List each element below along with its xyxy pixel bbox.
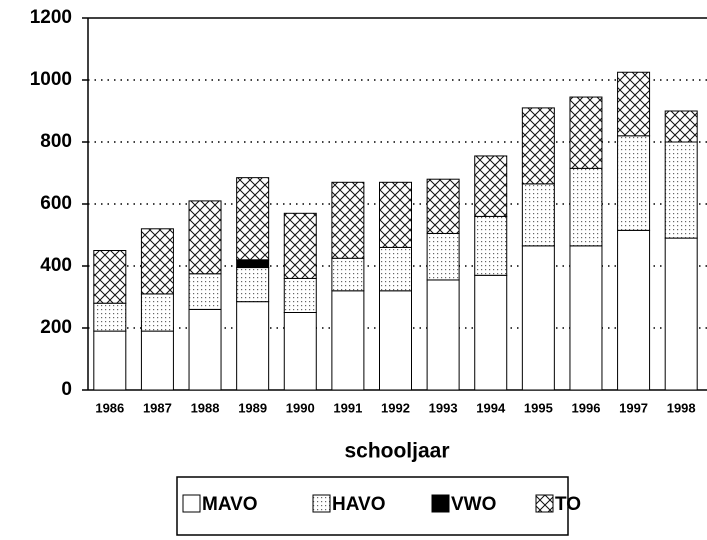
bar-segment	[283, 277, 317, 313]
bar-segment	[617, 229, 651, 391]
bar-segment	[379, 181, 412, 248]
bar-segment	[664, 141, 698, 239]
y-tick-label: 400	[40, 255, 72, 276]
y-tick-label: 1000	[30, 69, 72, 90]
x-tick-label: 1989	[238, 400, 267, 415]
bar-segment	[236, 301, 270, 391]
x-axis-label: schooljaar	[344, 440, 449, 463]
legend-swatch	[535, 494, 554, 513]
bar-segment	[521, 245, 555, 391]
bar-segment	[93, 330, 127, 391]
bar-segment	[664, 237, 698, 391]
legend-swatch	[431, 494, 450, 513]
bar-segment	[236, 259, 270, 269]
bar-segment	[664, 110, 698, 143]
bar-segment	[474, 215, 508, 276]
x-tick-label: 1988	[191, 400, 220, 415]
bar-segment	[188, 200, 222, 275]
legend-swatch	[312, 494, 331, 513]
bar-segment	[379, 290, 412, 391]
legend-box	[176, 476, 569, 536]
bar-segment	[569, 245, 603, 391]
bar-segment	[617, 71, 651, 137]
bar-segment	[521, 107, 555, 185]
y-tick-label: 800	[40, 131, 72, 152]
legend-label: HAVO	[332, 494, 385, 515]
legend-label: MAVO	[202, 494, 258, 515]
y-tick-label: 0	[61, 379, 72, 400]
bar-segment	[331, 181, 365, 259]
bar-segment	[283, 212, 317, 279]
x-tick-label: 1993	[429, 400, 458, 415]
x-tick-label: 1986	[95, 400, 124, 415]
bar-segment	[331, 290, 365, 391]
y-tick-label: 1200	[30, 7, 72, 28]
bar-segment	[569, 96, 603, 169]
bar-segment	[188, 308, 222, 391]
y-tick-label: 600	[40, 193, 72, 214]
bar-segment	[521, 183, 555, 247]
bar-segment	[426, 279, 460, 391]
bar-segment	[283, 312, 317, 391]
x-tick-label: 1990	[286, 400, 315, 415]
legend-label: TO	[555, 494, 581, 515]
legend-swatch	[182, 494, 201, 513]
bar-segment	[426, 232, 460, 281]
x-tick-label: 1998	[667, 400, 696, 415]
bar-segment	[236, 177, 270, 261]
bar-segment	[474, 274, 508, 391]
bar-segment	[426, 178, 460, 234]
bar-segment	[140, 228, 174, 295]
x-tick-label: 1996	[572, 400, 601, 415]
x-tick-label: 1987	[143, 400, 172, 415]
legend-label: VWO	[451, 494, 496, 515]
bar-segment	[617, 135, 651, 231]
x-tick-label: 1994	[476, 400, 506, 415]
x-tick-label: 1995	[524, 400, 553, 415]
y-tick-label: 200	[40, 317, 72, 338]
bar-segment	[93, 302, 127, 332]
bar-segment	[331, 257, 365, 292]
bar-segment	[379, 246, 412, 292]
bar-segment	[569, 167, 603, 247]
bar-segment	[140, 330, 174, 391]
bar-segment	[140, 293, 174, 332]
bar-segment	[236, 267, 270, 303]
bar-segment	[93, 250, 127, 304]
bar-segment	[188, 273, 222, 310]
x-tick-label: 1997	[619, 400, 648, 415]
bar-segment	[474, 155, 508, 217]
x-tick-label: 1991	[333, 400, 362, 415]
x-tick-label: 1992	[381, 400, 410, 415]
